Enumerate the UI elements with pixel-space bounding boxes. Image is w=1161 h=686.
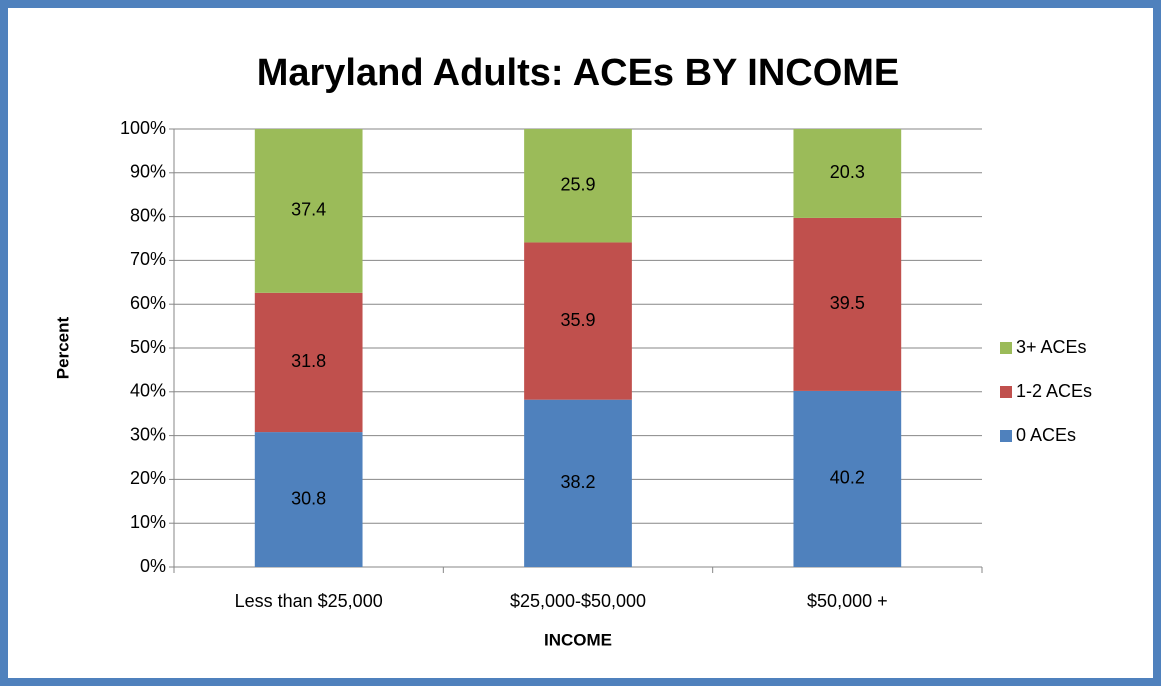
y-tick-label: 30% xyxy=(130,424,166,444)
bar-segment xyxy=(793,217,902,391)
bar-segment xyxy=(524,399,632,567)
bar-segment xyxy=(524,242,632,400)
y-tick-label: 80% xyxy=(130,205,166,225)
x-tick-label: Less than $25,000 xyxy=(235,591,383,611)
legend-label: 0 ACEs xyxy=(1016,425,1076,445)
bar-segment xyxy=(793,390,902,567)
data-label: 39.5 xyxy=(830,293,865,313)
y-tick-label: 40% xyxy=(130,381,166,401)
data-label: 35.9 xyxy=(560,310,595,330)
data-label: 25.9 xyxy=(560,174,595,194)
y-tick-label: 60% xyxy=(130,293,166,313)
data-label: 37.4 xyxy=(291,200,326,220)
y-tick-label: 90% xyxy=(130,162,166,182)
x-tick-label: $50,000 + xyxy=(807,591,888,611)
y-axis-title: Percent xyxy=(53,316,72,379)
bar-segment xyxy=(254,292,363,433)
bar-segment xyxy=(793,129,902,218)
x-tick-label: $25,000-$50,000 xyxy=(510,591,646,611)
legend-label: 1-2 ACEs xyxy=(1016,381,1092,401)
y-tick-label: 50% xyxy=(130,337,166,357)
y-tick-label: 20% xyxy=(130,468,166,488)
bar-segment xyxy=(254,129,363,293)
chart-title: Maryland Adults: ACEs BY INCOME xyxy=(257,52,900,94)
legend-swatch xyxy=(1000,386,1012,398)
data-label: 20.3 xyxy=(830,162,865,182)
data-label: 38.2 xyxy=(560,472,595,492)
legend-swatch xyxy=(1000,342,1012,354)
x-axis-title: INCOME xyxy=(544,630,612,649)
legend-swatch xyxy=(1000,430,1012,442)
bar-segment xyxy=(254,432,363,567)
y-tick-label: 70% xyxy=(130,249,166,269)
data-label: 30.8 xyxy=(291,488,326,508)
bar-segment xyxy=(524,129,632,243)
y-tick-label: 10% xyxy=(130,512,166,532)
y-tick-label: 0% xyxy=(140,556,166,576)
data-label: 40.2 xyxy=(830,468,865,488)
data-label: 31.8 xyxy=(291,351,326,371)
y-tick-label: 100% xyxy=(120,118,166,138)
legend-label: 3+ ACEs xyxy=(1016,337,1087,357)
